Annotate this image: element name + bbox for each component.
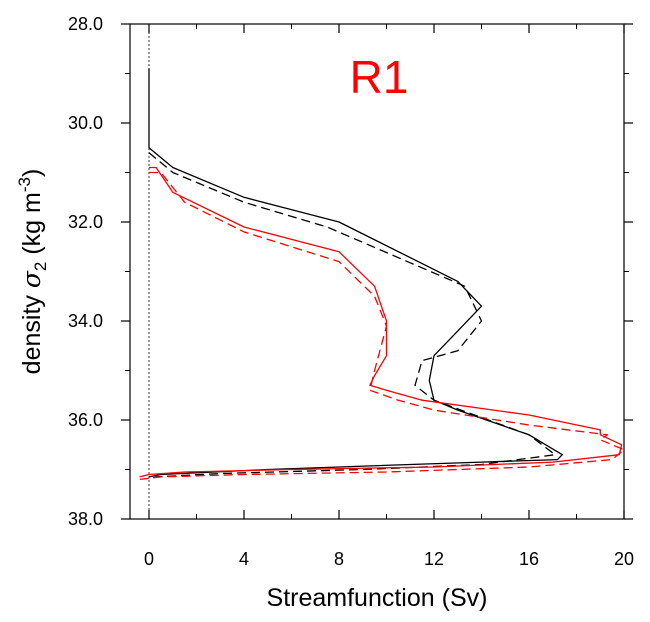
y-tick-label: 38.0 [68,509,103,529]
y-axis-title-units: (kg m [18,192,46,261]
y-axis-title-subscript: 2 [31,262,50,271]
y-tick-label: 34.0 [68,311,103,331]
series-line-red-dashed [139,171,625,481]
y-tick-label: 36.0 [68,410,103,430]
y-tick-label: 32.0 [68,212,103,232]
y-tick-label: 30.0 [68,113,103,133]
label-layer: 0 4 8 12 16 20 28.0 30.0 32.0 34.0 36.0 38.0 [68,14,634,569]
x-tick-label: 20 [614,549,634,569]
x-tick-label: 8 [334,549,344,569]
series-line-black-dashed [148,152,556,481]
y-axis-title-superscript: -3 [15,177,34,192]
series-line-black-solid [148,68,563,478]
panel-title: R1 [350,51,409,103]
y-axis-title-close: ) [18,169,46,177]
y-tick-label: 28.0 [68,14,103,34]
y-axis-title-symbol: σ [17,270,46,288]
x-tick-label: 16 [519,549,539,569]
series-line-red-solid [139,166,623,478]
x-tick-label: 12 [424,549,444,569]
series-layer [139,68,625,481]
x-axis-title: Streamfunction (Sv) [267,584,488,612]
y-axis-title-prefix: density [18,288,46,374]
x-tick-label: 4 [239,549,249,569]
y-axis-title: density σ2 (kg m-3) [15,169,50,375]
x-tick-label: 0 [144,549,154,569]
plot-frame [129,23,625,520]
